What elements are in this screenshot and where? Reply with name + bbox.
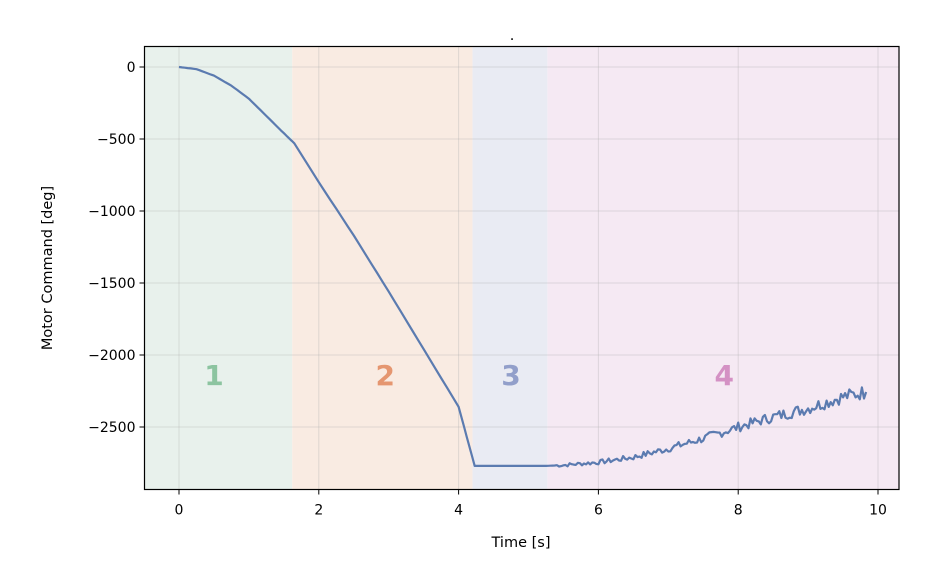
y-axis-label: Motor Command [deg]: [40, 186, 56, 350]
y-tick-label: −500: [97, 132, 135, 148]
y-tick-label: −1000: [88, 204, 135, 220]
region-label-3: 3: [501, 359, 520, 392]
region-label-2: 2: [375, 359, 394, 392]
y-tick-label: 0: [127, 60, 136, 76]
x-axis-ticks: 0 2 4 6 8 10: [175, 489, 887, 519]
phase-regions: [144, 46, 899, 490]
x-axis-label: Time [s]: [491, 535, 551, 551]
region-2-band: [292, 46, 473, 490]
region-3-band: [472, 46, 548, 490]
grid-lines: [144, 46, 899, 490]
x-tick-label: 0: [175, 503, 184, 519]
region-label-1: 1: [204, 359, 223, 392]
x-tick-label: 10: [869, 503, 887, 519]
x-tick-label: 8: [734, 503, 743, 519]
region-label-4: 4: [714, 359, 733, 392]
motor-command-line: [178, 65, 868, 468]
data-series: [178, 65, 868, 468]
y-tick-label: −2000: [88, 348, 135, 364]
region-4-band: [547, 46, 899, 490]
y-tick-label: −1500: [88, 276, 135, 292]
x-tick-label: 4: [454, 503, 463, 519]
x-tick-label: 6: [594, 503, 603, 519]
phase-labels: 1 2 3 4: [204, 359, 734, 392]
chart-title: .: [510, 28, 515, 44]
y-tick-label: −2500: [88, 420, 135, 436]
y-axis-ticks: 0 −500 −1000 −1500 −2000 −2500: [88, 60, 145, 436]
region-1-band: [144, 46, 293, 490]
plot-frame: [143, 45, 900, 491]
x-tick-label: 2: [314, 503, 323, 519]
